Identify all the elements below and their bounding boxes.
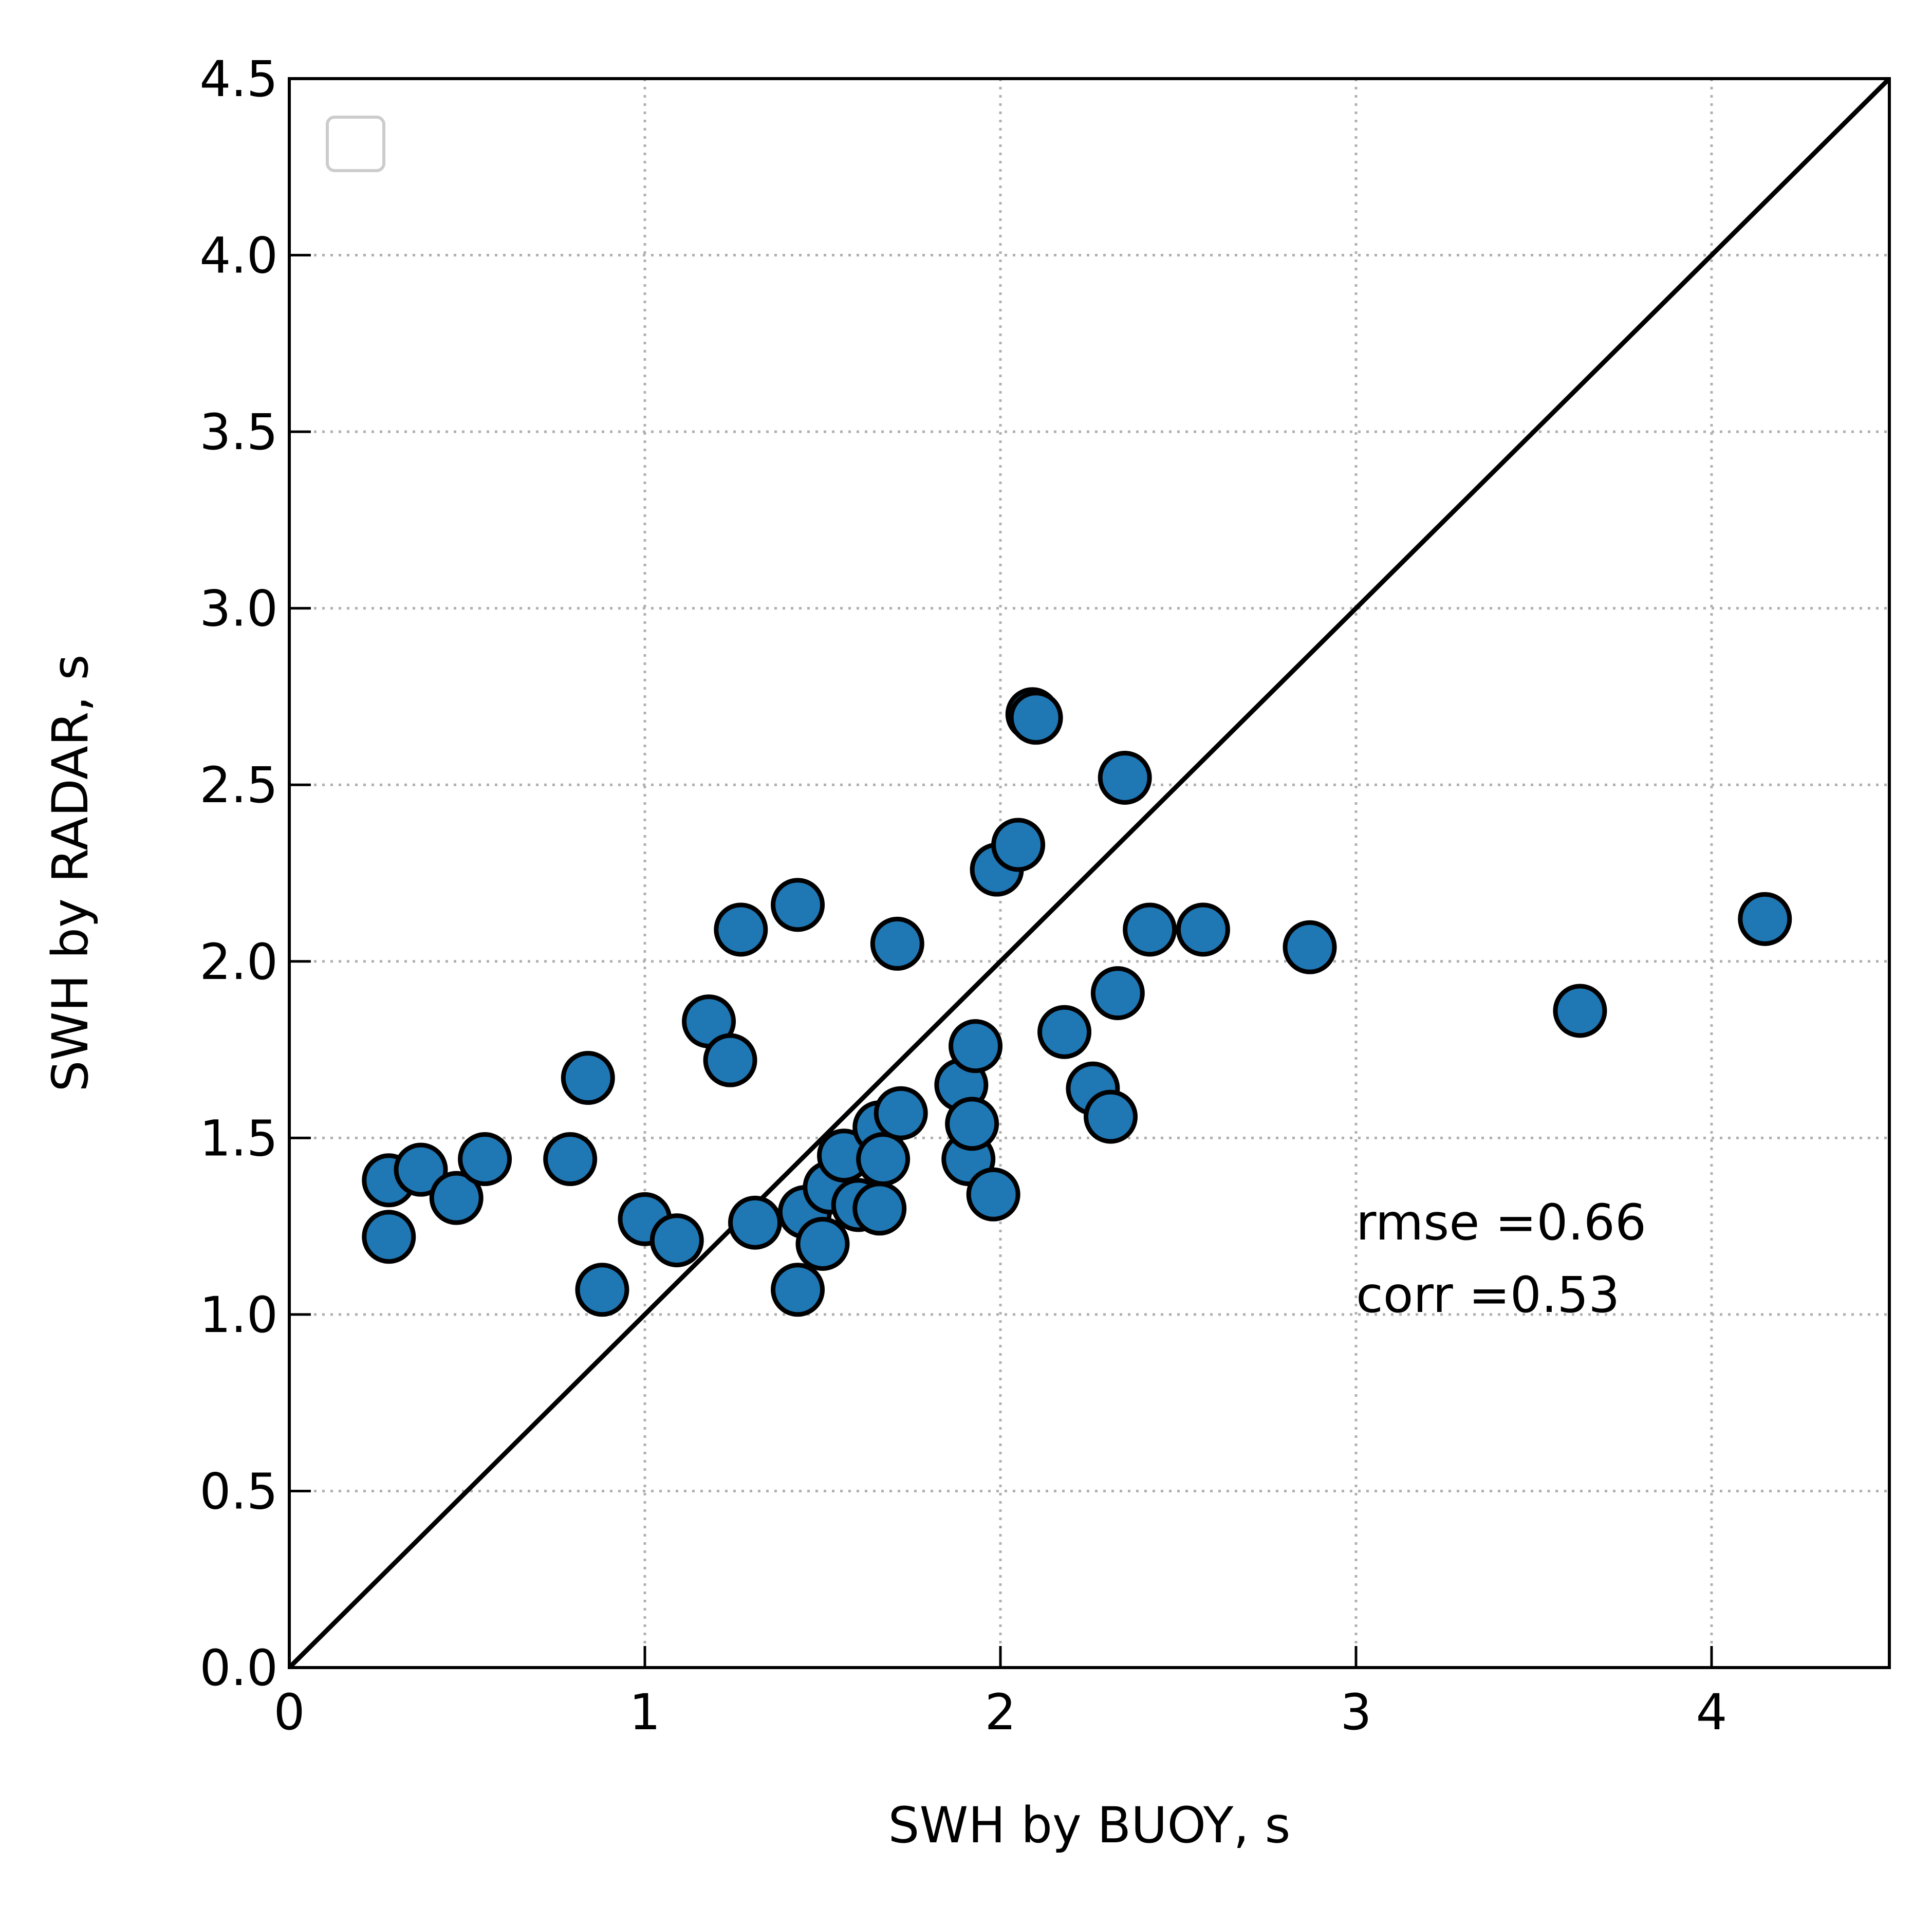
axis-ticks: 0 1 2 3 4 0.0 0.5 1.0 1.5 2.0 2.5 3.0 3.5 4.0 4.5	[199, 50, 1727, 1741]
x-tick-label: 0	[273, 1684, 305, 1741]
data-point	[795, 1216, 850, 1271]
data-point	[458, 1132, 512, 1187]
corr-annotation: corr =0.53	[1356, 1266, 1620, 1324]
reference-line-group	[287, 77, 1891, 1670]
y-tick-label: 1.0	[199, 1286, 278, 1344]
data-point	[771, 878, 825, 932]
data-point	[703, 1033, 757, 1087]
data-point	[575, 1263, 629, 1317]
y-axis-label: SWH by RADAR, s	[42, 655, 99, 1092]
y-tick-label: 0.5	[199, 1463, 278, 1520]
grid-lines	[289, 79, 1889, 1668]
x-tick-label: 3	[1340, 1684, 1371, 1741]
data-point	[856, 1132, 911, 1187]
data-point	[561, 1051, 615, 1105]
y-tick-label: 3.0	[199, 580, 278, 638]
data-point	[543, 1132, 598, 1187]
data-points	[362, 687, 1792, 1317]
data-point	[1283, 920, 1337, 974]
data-point	[1009, 691, 1063, 745]
data-point	[1084, 1089, 1138, 1144]
y-tick-label: 3.5	[199, 403, 278, 461]
data-point	[362, 1210, 416, 1264]
data-point	[870, 916, 924, 971]
x-tick-label: 1	[629, 1684, 660, 1741]
data-point	[874, 1086, 928, 1140]
data-point	[649, 1213, 704, 1268]
data-point	[714, 902, 768, 957]
data-point	[1553, 984, 1607, 1038]
rmse-annotation: rmse =0.66	[1356, 1194, 1646, 1251]
x-tick-label: 2	[984, 1684, 1016, 1741]
data-point	[394, 1142, 448, 1197]
identity-line	[287, 77, 1891, 1670]
plot-frame	[288, 77, 1891, 1669]
data-point	[429, 1171, 484, 1225]
x-axis-label: SWH by BUOY, s	[888, 1797, 1291, 1854]
y-tick-label: 1.5	[199, 1109, 278, 1167]
data-point	[945, 1097, 999, 1151]
data-point	[966, 1167, 1020, 1222]
legend-box	[326, 116, 385, 172]
y-tick-label: 4.5	[199, 50, 278, 108]
y-tick-label: 2.0	[199, 933, 278, 991]
data-point	[1037, 1005, 1092, 1059]
data-point	[852, 1181, 907, 1236]
data-point	[991, 818, 1046, 872]
x-tick-label: 4	[1696, 1684, 1727, 1741]
data-point	[1738, 892, 1792, 946]
data-point	[1123, 902, 1177, 957]
data-point	[1176, 902, 1230, 957]
y-tick-label: 4.0	[199, 227, 278, 285]
data-point	[949, 1019, 1003, 1074]
data-point	[728, 1195, 783, 1250]
y-tick-label: 0.0	[199, 1639, 278, 1697]
data-point	[1090, 966, 1145, 1021]
data-point	[1098, 750, 1152, 805]
y-tick-label: 2.5	[199, 756, 278, 814]
data-point	[771, 1263, 825, 1317]
